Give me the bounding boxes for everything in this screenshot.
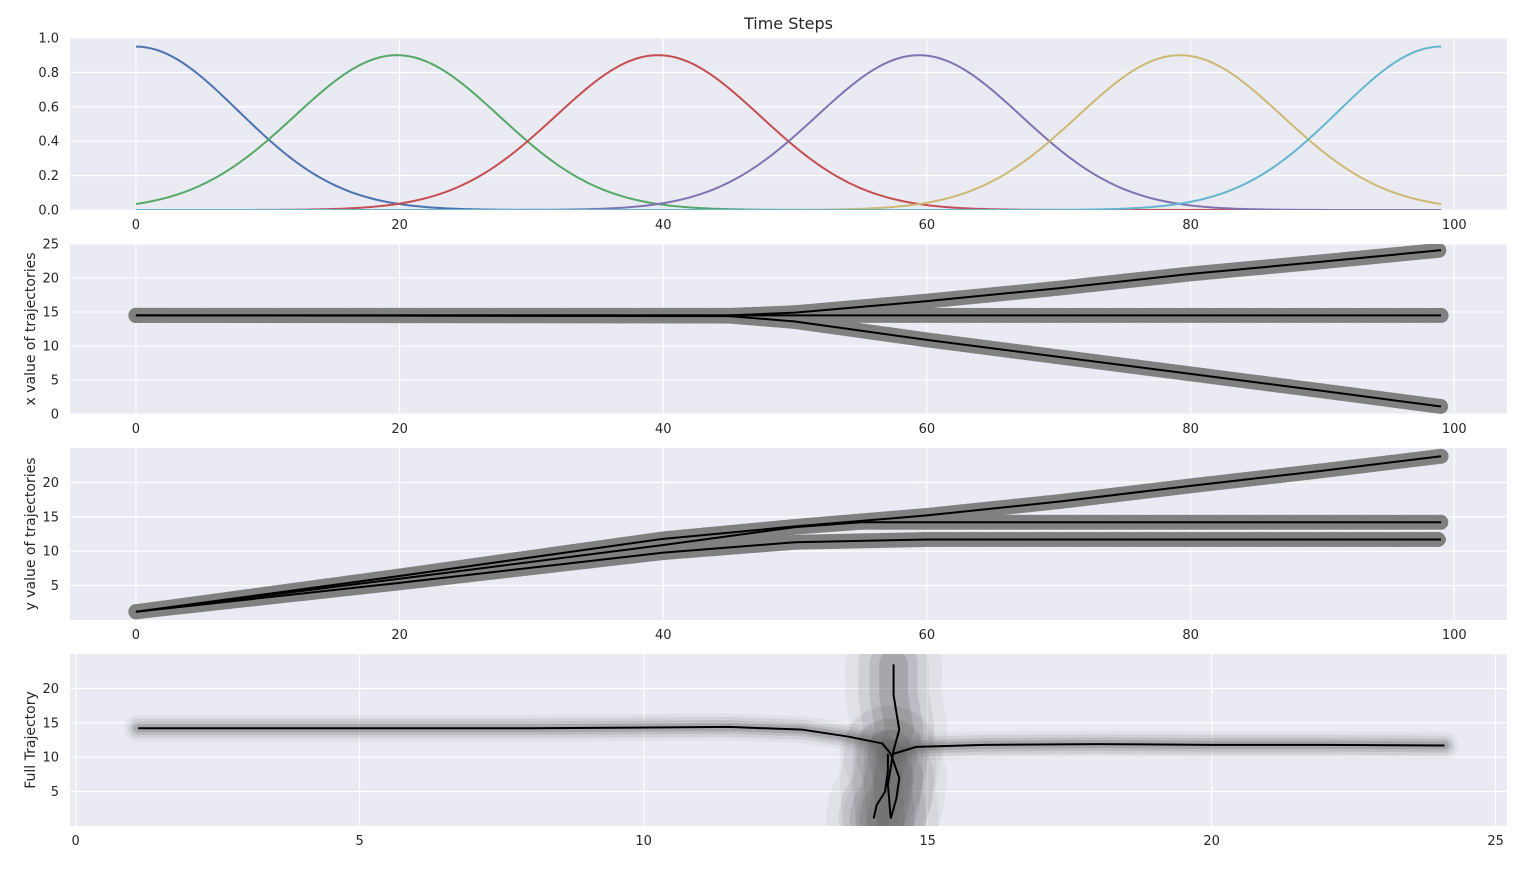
trajectory-line-1 — [893, 743, 1445, 755]
x-tick-label: 80 — [1182, 628, 1199, 643]
basis-function-5 — [135, 45, 1442, 210]
y-tick-label: 20 — [42, 272, 59, 287]
plot-area — [128, 448, 1449, 620]
y-axis-label: x value of trajectories — [23, 252, 39, 405]
y-axis-label: y value of trajectories — [23, 457, 39, 610]
plot-area — [124, 654, 1459, 826]
y-tick-label: 0.0 — [38, 204, 59, 219]
x-tick-label: 0 — [132, 628, 140, 643]
y-tick-label: 0.8 — [38, 66, 59, 81]
basis-function-3 — [135, 54, 1442, 210]
x-tick-label: 20 — [391, 422, 408, 437]
y-tick-label: 20 — [42, 476, 59, 491]
y-tick-label: 10 — [42, 751, 59, 766]
x-tick-label: 80 — [1182, 422, 1199, 437]
x-tick-label: 20 — [1203, 834, 1220, 849]
trajectory-line-2 — [135, 314, 1442, 408]
x-trajectories-panel: 0 20 40 60 80 100 0 5 10 15 20 25x value of traject… — [23, 238, 1507, 437]
y-tick-label: 1.0 — [38, 32, 59, 47]
plot-background — [70, 38, 1507, 210]
y-tick-label: 15 — [42, 716, 59, 731]
x-tick-label: 15 — [919, 834, 936, 849]
x-tick-label: 0 — [72, 834, 80, 849]
x-tick-label: 80 — [1182, 218, 1199, 233]
chart-title: Time Steps — [743, 14, 833, 33]
y-tick-label: 0.6 — [38, 100, 59, 115]
x-tick-label: 60 — [919, 628, 936, 643]
y-tick-label: 15 — [42, 510, 59, 525]
y-tick-label: 0.2 — [38, 169, 59, 184]
y-tick-label: 5 — [51, 785, 59, 800]
plot-background — [70, 654, 1507, 826]
x-tick-label: 0 — [132, 422, 140, 437]
x-tick-label: 40 — [655, 218, 672, 233]
x-tick-label: 25 — [1487, 834, 1504, 849]
y-tick-label: 15 — [42, 306, 59, 321]
plot-area — [128, 244, 1449, 414]
x-tick-label: 40 — [655, 628, 672, 643]
trajectory-line-1 — [135, 521, 1442, 613]
basis-functions-panel: 0 20 40 60 80 100 0.0 0.2 0.4 0.6 0.8 1.0 Time Steps — [38, 14, 1507, 233]
x-tick-label: 5 — [356, 834, 364, 849]
y-tick-label: 5 — [51, 579, 59, 594]
trajectory-line-0 — [135, 455, 1442, 613]
trajectory-line-4 — [889, 753, 901, 819]
x-tick-label: 60 — [919, 218, 936, 233]
trajectory-line-2 — [886, 664, 901, 819]
y-tick-label: 0.4 — [38, 135, 59, 150]
y-tick-label: 5 — [51, 374, 59, 389]
plot-area — [135, 45, 1442, 210]
trajectory-line-2 — [135, 538, 1442, 613]
basis-function-0 — [135, 45, 1442, 210]
x-tick-label: 10 — [635, 834, 652, 849]
y-tick-label: 0 — [51, 408, 59, 423]
trajectory-line-0 — [138, 725, 892, 755]
x-tick-label: 60 — [919, 422, 936, 437]
y-tick-label: 10 — [42, 545, 59, 560]
x-tick-label: 100 — [1442, 218, 1467, 233]
x-tick-label: 40 — [655, 422, 672, 437]
y-tick-label: 20 — [42, 682, 59, 697]
x-tick-label: 20 — [391, 628, 408, 643]
x-tick-label: 100 — [1442, 628, 1467, 643]
y-tick-label: 10 — [42, 340, 59, 355]
x-tick-label: 20 — [391, 218, 408, 233]
trajectory-line-3 — [872, 753, 889, 819]
x-tick-label: 100 — [1442, 422, 1467, 437]
y-tick-label: 25 — [42, 238, 59, 253]
y-axis-label: Full Trajectory — [23, 691, 39, 789]
x-tick-label: 0 — [132, 218, 140, 233]
